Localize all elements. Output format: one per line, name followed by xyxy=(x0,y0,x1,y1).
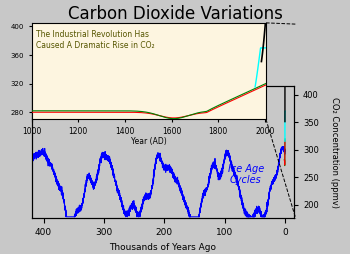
Text: Ice Age
Cycles: Ice Age Cycles xyxy=(228,164,264,185)
X-axis label: Year (AD): Year (AD) xyxy=(131,137,167,146)
Text: Carbon Dioxide Variations: Carbon Dioxide Variations xyxy=(68,5,282,23)
Y-axis label: CO₂ Concentration (ppmv): CO₂ Concentration (ppmv) xyxy=(330,97,339,208)
X-axis label: Thousands of Years Ago: Thousands of Years Ago xyxy=(109,243,216,252)
Text: The Industrial Revolution Has
Caused A Dramatic Rise in CO₂: The Industrial Revolution Has Caused A D… xyxy=(36,30,155,50)
